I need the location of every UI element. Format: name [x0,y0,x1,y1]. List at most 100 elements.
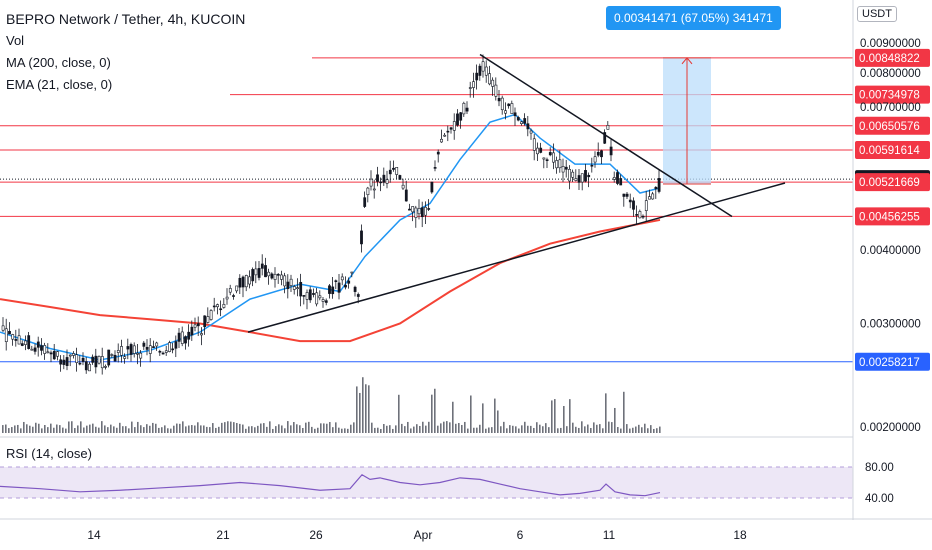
candle-body [94,355,98,368]
time-axis-tick: Apr [414,528,433,542]
volume-bar [35,422,37,433]
candle-body [468,87,472,89]
volume-bar [59,425,61,433]
candle-body [276,274,280,276]
candle-body [296,287,299,289]
candle-body [568,169,571,182]
volume-bar [500,426,502,433]
candle-body [411,206,415,213]
candle-body [292,286,296,290]
candle-body [187,331,191,340]
candle-body [184,336,187,344]
candle-body [398,175,402,180]
candle-body [251,269,255,282]
candle-body [318,295,322,299]
candle-body [526,123,530,130]
volume-bar [206,426,208,433]
volume-bar [491,427,493,433]
volume-bar [80,421,82,433]
volume-bar [434,388,436,433]
volume-bar [341,428,343,433]
volume-bar [425,425,427,433]
volume-bar [245,428,247,433]
volume-bar [236,423,238,433]
volume-bar [83,427,85,433]
candle-body [264,265,267,278]
volume-bar [647,428,649,433]
candle-body [574,178,578,181]
volume-bar [320,423,322,433]
rsi-polyline [0,473,661,497]
volume-bars [2,377,661,433]
price-label-bg [855,207,930,226]
volume-bar [281,425,283,433]
volume-bar [239,423,241,433]
candle-body [420,207,424,218]
candle-body [142,342,146,347]
volume-bar [461,424,463,433]
candle-body [132,345,136,354]
candle-body [180,331,184,344]
volume-bar [185,426,187,433]
volume-bar [92,423,94,433]
candle-body [78,362,82,365]
volume-bar [251,426,253,433]
price-label-bg [855,48,930,67]
candle-body [513,112,517,117]
time-axis-tick: 11 [603,528,616,542]
volume-bar [380,428,382,433]
volume-bar [260,423,262,433]
volume-bar [515,426,517,433]
candle-body [56,351,59,357]
volume-bar [212,423,214,433]
legend-rsi[interactable]: RSI (14, close) [6,446,92,461]
candle-body [43,345,47,354]
candle-body [328,285,331,294]
candle-body [459,112,463,121]
candle-body [289,278,293,286]
price-axis-tick: 0.00800000 [860,68,921,80]
volume-bar [233,422,235,433]
volume-bar [5,424,7,433]
candle-body [417,208,421,215]
volume-bar [257,425,259,433]
candle-body [129,344,133,355]
volume-bar [26,424,28,433]
legend-ma[interactable]: MA (200, close, 0) [6,55,111,70]
volume-bar [134,427,136,433]
volume-bar [635,426,637,433]
candle-body [555,160,559,169]
trendline [247,182,786,333]
candle-body [494,84,498,97]
volume-bar [182,421,184,433]
candle-body [532,138,536,151]
candle-body [30,348,34,351]
volume-bar [197,422,199,433]
legend-ema[interactable]: EMA (21, close, 0) [6,77,113,92]
volume-bar [275,426,277,433]
volume-bar [209,427,211,433]
volume-bar [488,427,490,433]
candle-body [369,178,373,187]
currency-unit-badge[interactable]: USDT [857,6,897,22]
volume-bar [176,423,178,433]
volume-bar [203,425,205,433]
volume-bar [158,427,160,433]
legend-volume[interactable]: Vol [6,33,25,48]
candle-body [523,118,527,124]
volume-bar [356,386,358,433]
candle-body [344,284,347,288]
volume-bar [302,427,304,433]
volume-bar [413,426,415,433]
volume-bar [503,421,505,433]
volume-bar [578,427,580,433]
measure-range [663,57,711,185]
candle-body [196,323,200,327]
volume-bar [326,423,328,433]
ema-21-line [0,113,661,361]
volume-bar [470,395,472,433]
volume-bar [338,427,340,433]
price-label: 0.00650576 [859,121,920,133]
price-label: 0.00258217 [859,357,920,369]
